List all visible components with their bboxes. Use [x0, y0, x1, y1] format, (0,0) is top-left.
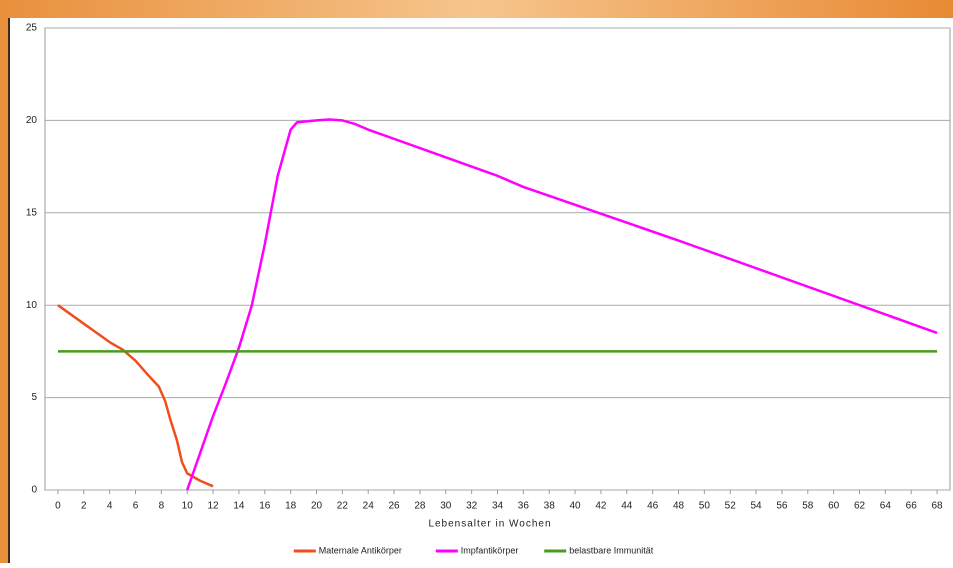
y-tick-label: 0 — [31, 485, 37, 496]
x-tick-label: 12 — [208, 501, 220, 512]
x-tick-label: 8 — [159, 501, 165, 512]
x-tick-label: 18 — [285, 501, 297, 512]
legend-label: Maternale Antikörper — [319, 545, 402, 555]
x-tick-label: 46 — [647, 501, 659, 512]
x-tick-label: 58 — [802, 501, 814, 512]
x-tick-label: 34 — [492, 501, 504, 512]
side-line — [8, 18, 10, 563]
x-tick-label: 44 — [621, 501, 633, 512]
x-tick-label: 2 — [81, 501, 87, 512]
x-tick-label: 56 — [776, 501, 788, 512]
x-tick-label: 16 — [259, 501, 271, 512]
x-tick-label: 62 — [854, 501, 866, 512]
x-tick-label: 48 — [673, 501, 685, 512]
x-tick-label: 28 — [414, 501, 426, 512]
x-tick-label: 10 — [182, 501, 194, 512]
x-tick-label: 54 — [751, 501, 763, 512]
x-tick-label: 64 — [880, 501, 892, 512]
x-tick-label: 40 — [570, 501, 582, 512]
x-tick-label: 6 — [133, 501, 139, 512]
legend-label: Impfantikörper — [461, 545, 519, 555]
y-tick-label: 25 — [26, 23, 38, 34]
x-tick-label: 36 — [518, 501, 530, 512]
x-tick-label: 30 — [440, 501, 452, 512]
y-tick-label: 15 — [26, 207, 38, 218]
y-tick-label: 5 — [31, 392, 37, 403]
x-tick-label: 60 — [828, 501, 840, 512]
x-tick-label: 42 — [595, 501, 607, 512]
x-tick-label: 38 — [544, 501, 556, 512]
x-tick-label: 0 — [55, 501, 61, 512]
x-tick-label: 66 — [906, 501, 918, 512]
x-tick-label: 32 — [466, 501, 478, 512]
x-tick-label: 22 — [337, 501, 349, 512]
y-tick-label: 20 — [26, 115, 38, 126]
x-tick-label: 26 — [389, 501, 401, 512]
x-tick-label: 52 — [725, 501, 737, 512]
side-strip — [0, 0, 8, 563]
x-tick-label: 50 — [699, 501, 711, 512]
x-tick-label: 14 — [233, 501, 245, 512]
x-tick-label: 4 — [107, 501, 113, 512]
legend-label: belastbare Immunität — [569, 545, 654, 555]
x-axis-label: Lebensalter in Wochen — [428, 519, 551, 530]
series-line — [186, 118, 938, 491]
y-tick-label: 10 — [26, 300, 38, 311]
series-line — [57, 304, 214, 488]
banner — [0, 0, 953, 18]
x-tick-label: 20 — [311, 501, 323, 512]
x-tick-label: 68 — [932, 501, 944, 512]
x-tick-label: 24 — [363, 501, 375, 512]
